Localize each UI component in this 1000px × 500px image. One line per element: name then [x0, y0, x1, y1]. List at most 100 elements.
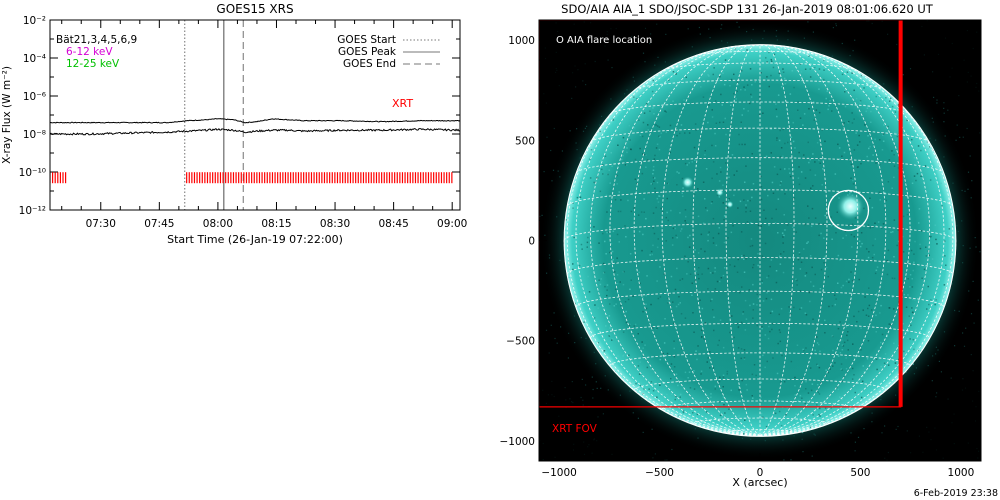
disk-speck: [850, 233, 853, 236]
noise-speck: [790, 459, 792, 461]
noise-speck: [544, 47, 546, 49]
noise-speck: [547, 394, 549, 396]
noise-speck: [591, 452, 593, 454]
noise-speck: [551, 380, 553, 382]
disk-speck: [638, 230, 641, 233]
noise-speck: [854, 450, 856, 452]
disk-speck: [626, 378, 629, 381]
disk-speck: [795, 231, 797, 233]
disk-speck: [675, 73, 677, 75]
noise-speck: [556, 69, 558, 71]
noise-speck: [934, 427, 936, 429]
disk-speck: [611, 338, 614, 340]
disk-speck: [804, 312, 807, 314]
disk-speck: [809, 367, 812, 369]
disk-speck: [818, 223, 820, 225]
disk-speck: [921, 277, 923, 279]
goes-y-tick-label: 10⁻⁶: [23, 91, 46, 103]
disk-speck: [626, 151, 628, 154]
disk-speck: [789, 429, 791, 432]
disk-speck: [722, 396, 725, 398]
disk-speck: [845, 357, 847, 359]
disk-speck: [676, 236, 678, 239]
disk-speck: [913, 253, 915, 255]
disk-speck: [679, 396, 681, 398]
disk-speck: [674, 227, 676, 230]
noise-speck: [572, 401, 574, 404]
noise-speck: [555, 67, 557, 70]
disk-speck: [682, 195, 684, 197]
disk-speck: [918, 299, 920, 301]
disk-speck: [847, 121, 850, 124]
disk-speck: [619, 281, 621, 283]
disk-speck: [641, 341, 643, 343]
disk-speck: [684, 162, 687, 165]
noise-speck: [588, 40, 590, 42]
disk-speck: [778, 329, 781, 331]
disk-speck: [772, 322, 774, 325]
noise-speck: [671, 448, 673, 451]
disk-speck: [848, 224, 850, 226]
disk-speck: [642, 310, 644, 313]
noise-speck: [811, 455, 813, 457]
active-region: [715, 188, 724, 197]
disk-speck: [679, 279, 681, 281]
disk-speck: [687, 323, 690, 325]
disk-speck: [858, 134, 860, 137]
disk-speck: [730, 389, 732, 392]
disk-speck: [618, 191, 620, 193]
disk-speck: [605, 194, 608, 197]
disk-speck: [861, 380, 864, 383]
disk-speck: [630, 148, 632, 150]
disk-speck: [950, 258, 952, 260]
disk-speck: [665, 240, 667, 242]
disk-speck: [622, 136, 625, 139]
disk-speck: [642, 153, 644, 155]
disk-speck: [711, 201, 713, 203]
disk-speck: [740, 357, 742, 360]
disk-speck: [755, 374, 757, 377]
disk-speck: [880, 304, 882, 307]
disk-speck: [803, 154, 805, 156]
disk-speck: [612, 258, 614, 261]
disk-speck: [666, 393, 668, 396]
disk-speck: [617, 355, 619, 357]
disk-speck: [683, 99, 685, 101]
disk-speck: [777, 232, 779, 234]
noise-speck: [543, 171, 545, 173]
disk-speck: [754, 79, 756, 82]
noise-speck: [588, 444, 590, 446]
disk-speck: [853, 315, 855, 318]
noise-speck: [966, 81, 968, 83]
disk-speck: [676, 171, 678, 173]
disk-speck: [764, 242, 767, 245]
disk-speck: [629, 253, 632, 255]
disk-speck: [656, 327, 658, 330]
disk-speck: [656, 125, 659, 127]
disk-speck: [874, 272, 877, 275]
disk-speck: [846, 334, 848, 337]
disk-speck: [642, 233, 644, 236]
disk-speck: [896, 244, 898, 247]
noise-speck: [596, 387, 598, 389]
disk-speck: [722, 121, 725, 123]
disk-speck: [926, 308, 928, 310]
disk-speck: [643, 211, 645, 213]
disk-speck: [893, 256, 895, 258]
legend-detector: Bät21,3,4,5,6,9: [56, 34, 137, 46]
disk-speck: [782, 68, 784, 70]
disk-speck: [650, 250, 653, 253]
disk-speck: [638, 271, 640, 274]
disk-speck: [772, 192, 775, 194]
aia-x-tick-label: 0: [757, 467, 764, 479]
disk-speck: [897, 104, 900, 106]
disk-speck: [616, 183, 618, 185]
noise-speck: [884, 457, 886, 459]
disk-speck: [761, 282, 763, 284]
disk-speck: [812, 285, 815, 287]
noise-speck: [542, 459, 544, 461]
disk-speck: [766, 290, 768, 292]
disk-speck: [732, 225, 734, 227]
grid-line: [575, 50, 761, 436]
disk-speck: [774, 412, 777, 415]
